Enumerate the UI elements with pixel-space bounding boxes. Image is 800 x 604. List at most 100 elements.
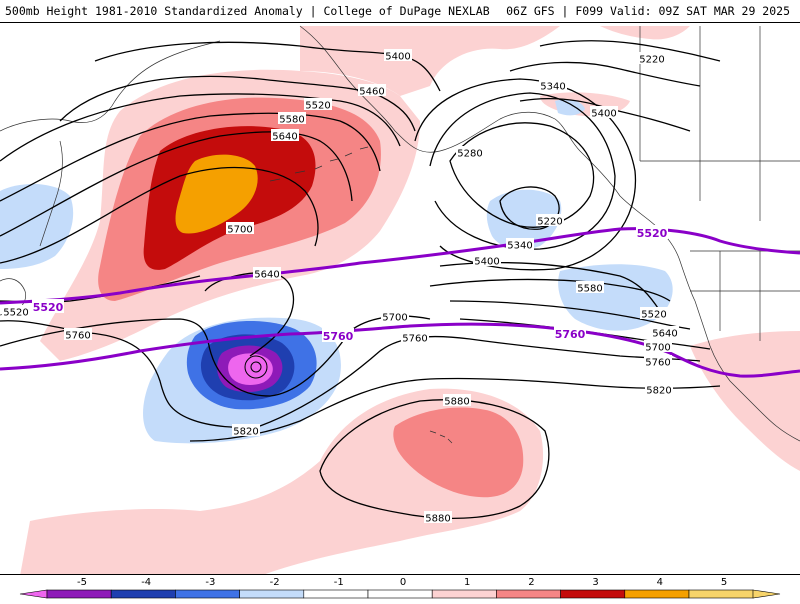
height-label-bg <box>271 129 299 141</box>
climatology-contours <box>0 227 800 378</box>
height-label-text: 5700 <box>382 313 407 324</box>
climatology-contour-label: 5520 <box>636 225 668 240</box>
height-label-text: 5880 <box>425 514 450 525</box>
height-contour-label: 5340 <box>506 238 534 252</box>
anomaly-pos1-mexico <box>690 331 800 471</box>
height-contour-label: 5820 <box>645 383 673 397</box>
contour-5340-top <box>509 61 701 87</box>
climatology-label-text: 5520 <box>33 301 64 314</box>
height-label-bg <box>232 424 260 436</box>
colorbar-tick-label: 4 <box>657 577 663 588</box>
height-label-text: 5760 <box>645 358 670 369</box>
hawaii <box>429 430 453 444</box>
map-panel: 5400 5460 5520 5580 5640 5700 5640 5520 5760 5700… <box>0 22 800 575</box>
anomaly-neg1-west <box>0 184 74 269</box>
alaska-coast <box>299 25 621 197</box>
contour-5280 <box>449 122 595 228</box>
contour-5760-mid <box>259 335 701 427</box>
height-contour-label: 5280 <box>456 146 484 160</box>
height-label-bg <box>358 84 386 96</box>
height-label-bg <box>506 238 534 250</box>
colorbar-segment <box>303 589 369 599</box>
climatology-labels: 5520 5520 5760 5760 <box>32 225 668 343</box>
contour-5820 <box>189 377 721 442</box>
colorbar-segment <box>431 589 497 599</box>
header-model-run: 06Z GFS | F099 Valid: 09Z SAT MAR 29 202… <box>506 4 790 18</box>
contour-5520-north <box>0 93 401 162</box>
height-contour-label: 5520 <box>304 98 332 112</box>
climatology-label-text: 5520 <box>637 227 668 240</box>
colorbar-segment <box>110 589 176 599</box>
height-label-text: 5760 <box>65 331 90 342</box>
contour-5640-east <box>449 300 691 330</box>
height-contour-label: 5880 <box>443 394 471 408</box>
colorbar-left-arrow <box>19 589 48 599</box>
height-label-bg <box>443 394 471 406</box>
colorbar-tick-label: -2 <box>270 577 280 588</box>
height-contour-label: 5520 <box>2 305 30 319</box>
height-contour-label: 5760 <box>64 328 92 342</box>
height-label-text: 5220 <box>639 55 664 66</box>
climatology-label-text: 5760 <box>555 328 586 341</box>
colorbar-segment <box>367 589 433 599</box>
low-center <box>244 355 268 379</box>
height-contour-label: 5760 <box>401 331 429 345</box>
colorbar-tick-label: 2 <box>528 577 534 588</box>
climatology-label-text: 5760 <box>323 330 354 343</box>
height-label-bg <box>645 383 673 395</box>
colorbar-tick-label: -1 <box>334 577 344 588</box>
anomaly-neg1-coast <box>486 189 562 250</box>
height-label-text: 5280 <box>457 149 482 160</box>
contour-5700-north <box>0 167 319 264</box>
height-label-bg <box>536 214 564 226</box>
height-label-bg <box>539 79 567 91</box>
height-label-text: 5400 <box>591 109 616 120</box>
anomaly-shading <box>0 26 800 574</box>
colorbar: -5 -4 -3 -2 -1 0 1 2 3 4 5 <box>0 575 800 600</box>
colorbar-segment <box>560 589 626 599</box>
header-title: 500mb Height 1981-2010 Standardized Anom… <box>5 4 490 18</box>
height-contour-label: 5640 <box>271 129 299 143</box>
siberia-coast <box>0 40 221 132</box>
height-label-bg <box>64 328 92 340</box>
height-label-text: 5640 <box>254 270 279 281</box>
height-contour-label: 5400 <box>473 254 501 268</box>
height-label-bg <box>640 307 668 319</box>
contour-5220-top <box>539 40 721 62</box>
colorbar-segment <box>496 589 561 599</box>
anomaly-neg1-east <box>558 264 673 331</box>
colorbar-segment <box>175 589 240 599</box>
height-contour-label: 5400 <box>384 49 412 63</box>
height-label-text: 5640 <box>652 329 677 340</box>
colorbar-tick-label: 0 <box>400 577 406 588</box>
colorbar-segment <box>688 589 754 599</box>
anomaly-pos1-ne <box>300 26 560 96</box>
height-label-bg <box>226 222 254 234</box>
bc-coast <box>619 195 711 347</box>
height-label-text: 5520 <box>3 308 28 319</box>
height-contour-label: 5760 <box>644 355 672 369</box>
height-label-text: 5580 <box>279 115 304 126</box>
height-label-bg <box>384 49 412 61</box>
height-label-bg <box>576 281 604 293</box>
contour-5640-north <box>0 131 353 237</box>
height-label-bg <box>644 355 672 367</box>
colorbar-tick-label: -3 <box>205 577 215 588</box>
colorbar-tick-label: 1 <box>464 577 470 588</box>
height-label-text: 5460 <box>359 87 384 98</box>
height-label-text: 5640 <box>272 132 297 143</box>
anomaly-pos2-south <box>393 407 524 498</box>
height-contour-label: 5700 <box>381 310 409 324</box>
climatology-label-bg <box>322 328 354 342</box>
purple-5520 <box>0 227 800 305</box>
climatology-contour-label: 5760 <box>554 326 586 341</box>
height-contour-label: 5520 <box>640 307 668 321</box>
height-label-bg <box>456 146 484 158</box>
colorbar-right-arrow <box>752 589 781 599</box>
contour-5460 <box>59 75 416 132</box>
height-contour-label: 5820 <box>232 424 260 438</box>
colorbar-tick-label: -4 <box>141 577 151 588</box>
us-states <box>690 250 800 341</box>
height-label-bg <box>651 326 679 338</box>
height-label-text: 5700 <box>645 343 670 354</box>
